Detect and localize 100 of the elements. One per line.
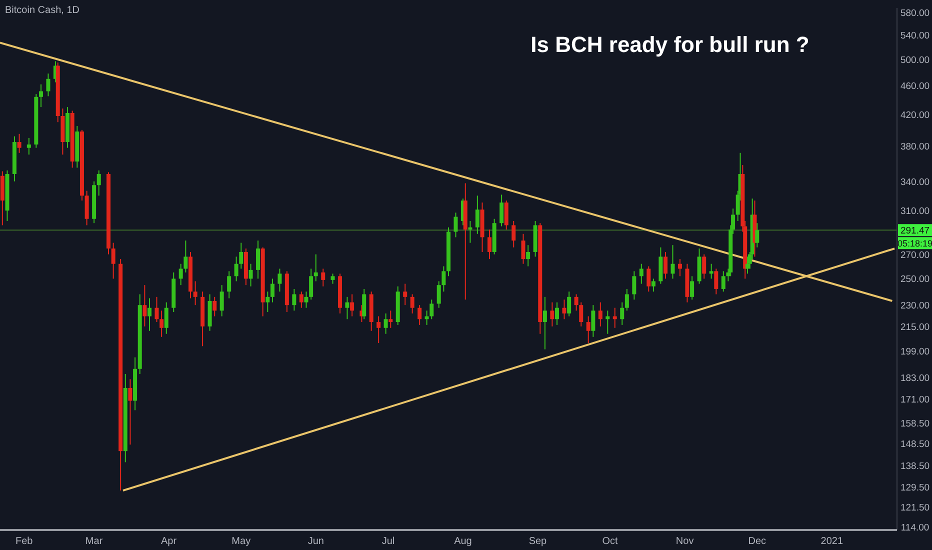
candlestick — [586, 316, 590, 344]
y-tick-label: 183.00 — [900, 372, 930, 384]
candlestick — [555, 302, 560, 326]
candlestick — [193, 280, 198, 306]
chart-title: Bitcoin Cash, 1D — [5, 5, 80, 16]
candlestick — [350, 294, 354, 317]
candlestick — [624, 288, 629, 312]
candlestick — [142, 284, 147, 327]
candlestick — [96, 170, 101, 196]
candlestick — [304, 291, 308, 308]
y-tick-label: 199.00 — [900, 346, 930, 358]
candlestick — [154, 296, 159, 323]
candlestick — [376, 316, 381, 344]
candlestick — [38, 84, 43, 108]
candlestick — [664, 251, 668, 280]
x-tick-label: Jun — [308, 536, 324, 547]
candlestick — [504, 200, 508, 230]
x-tick-label: Apr — [161, 536, 178, 547]
candlestick — [562, 299, 566, 320]
candlestick — [651, 278, 656, 292]
candlestick — [475, 195, 480, 234]
candlestick — [709, 263, 714, 280]
candlestick — [468, 220, 472, 244]
y-tick-label: 121.50 — [900, 502, 930, 514]
y-tick-label: 114.00 — [900, 522, 930, 534]
candlestick — [178, 263, 183, 286]
candlestick — [278, 268, 282, 292]
x-tick-label: 2021 — [820, 536, 844, 547]
candlestick — [330, 273, 335, 284]
candlestick — [646, 266, 651, 292]
candlestick — [84, 190, 89, 226]
x-tick-label: Mar — [85, 536, 104, 547]
candlestick — [234, 256, 238, 282]
candlestick — [454, 212, 458, 238]
candlestick — [314, 254, 318, 282]
y-tick-label: 158.50 — [900, 418, 930, 430]
candlestick — [639, 263, 644, 284]
candlestick — [309, 268, 314, 300]
y-tick-label: 420.00 — [900, 110, 930, 121]
candlestick — [26, 137, 31, 156]
candlestick — [248, 263, 253, 287]
candlestick — [266, 291, 270, 313]
candlestick — [384, 312, 388, 334]
candlestick — [17, 133, 22, 154]
candlestick — [46, 73, 50, 97]
y-tick-label: 215.00 — [900, 322, 930, 333]
candlestick — [755, 222, 760, 248]
candlestick — [521, 233, 526, 264]
y-tick-label: 340.00 — [900, 176, 930, 188]
annotation: Is BCH ready for bull run ? — [530, 32, 810, 57]
y-tick-label: 460.00 — [900, 81, 930, 92]
candlestick — [227, 270, 232, 299]
candlestick — [567, 291, 572, 317]
candlestick — [690, 276, 694, 300]
candlestick — [574, 294, 578, 312]
candlestick — [418, 304, 422, 326]
candlestick — [220, 284, 224, 317]
candlestick — [500, 194, 504, 227]
ref-line-label: 291.47 — [900, 226, 930, 237]
candlestick — [512, 220, 516, 248]
x-tick-label: Jul — [382, 536, 395, 547]
candlestick — [598, 302, 602, 327]
y-tick-label: 580.00 — [900, 8, 930, 19]
candlestick — [148, 298, 152, 332]
candlestick — [128, 378, 132, 446]
y-tick-label: 540.00 — [900, 30, 930, 42]
candlestick — [388, 310, 393, 328]
y-tick-label: 138.50 — [900, 461, 930, 472]
y-tick-label: 500.00 — [900, 54, 930, 66]
candlestick — [550, 302, 554, 327]
candlestick — [714, 268, 718, 295]
candlestick — [362, 288, 366, 320]
candlestick — [632, 270, 636, 300]
candlestick — [292, 288, 296, 312]
candlestick — [746, 256, 750, 274]
candlestick — [542, 296, 547, 350]
candlestick — [678, 258, 682, 277]
candlestick — [442, 266, 446, 292]
x-tick-label: May — [232, 536, 251, 547]
candlestick — [299, 291, 304, 308]
x-tick-label: Sep — [528, 536, 548, 547]
candlestick — [620, 302, 624, 326]
x-tick-label: Aug — [454, 536, 472, 547]
y-tick-label: 380.00 — [900, 142, 930, 153]
x-tick-label: Nov — [676, 536, 694, 547]
candlestick — [670, 244, 675, 280]
y-tick-label: 148.50 — [900, 439, 930, 450]
candlestick — [526, 244, 530, 267]
candlestick — [591, 304, 596, 338]
y-tick-label: 171.00 — [900, 394, 930, 406]
candlestick — [487, 229, 492, 260]
candlestick — [184, 240, 188, 273]
candlestick — [579, 302, 584, 327]
x-tick-label: Oct — [602, 536, 618, 547]
candlestick — [702, 254, 706, 280]
candlestick — [212, 296, 217, 317]
candlestick — [321, 268, 326, 287]
candlestick — [345, 296, 350, 320]
candlestick — [430, 299, 434, 320]
candlestick — [164, 302, 168, 334]
